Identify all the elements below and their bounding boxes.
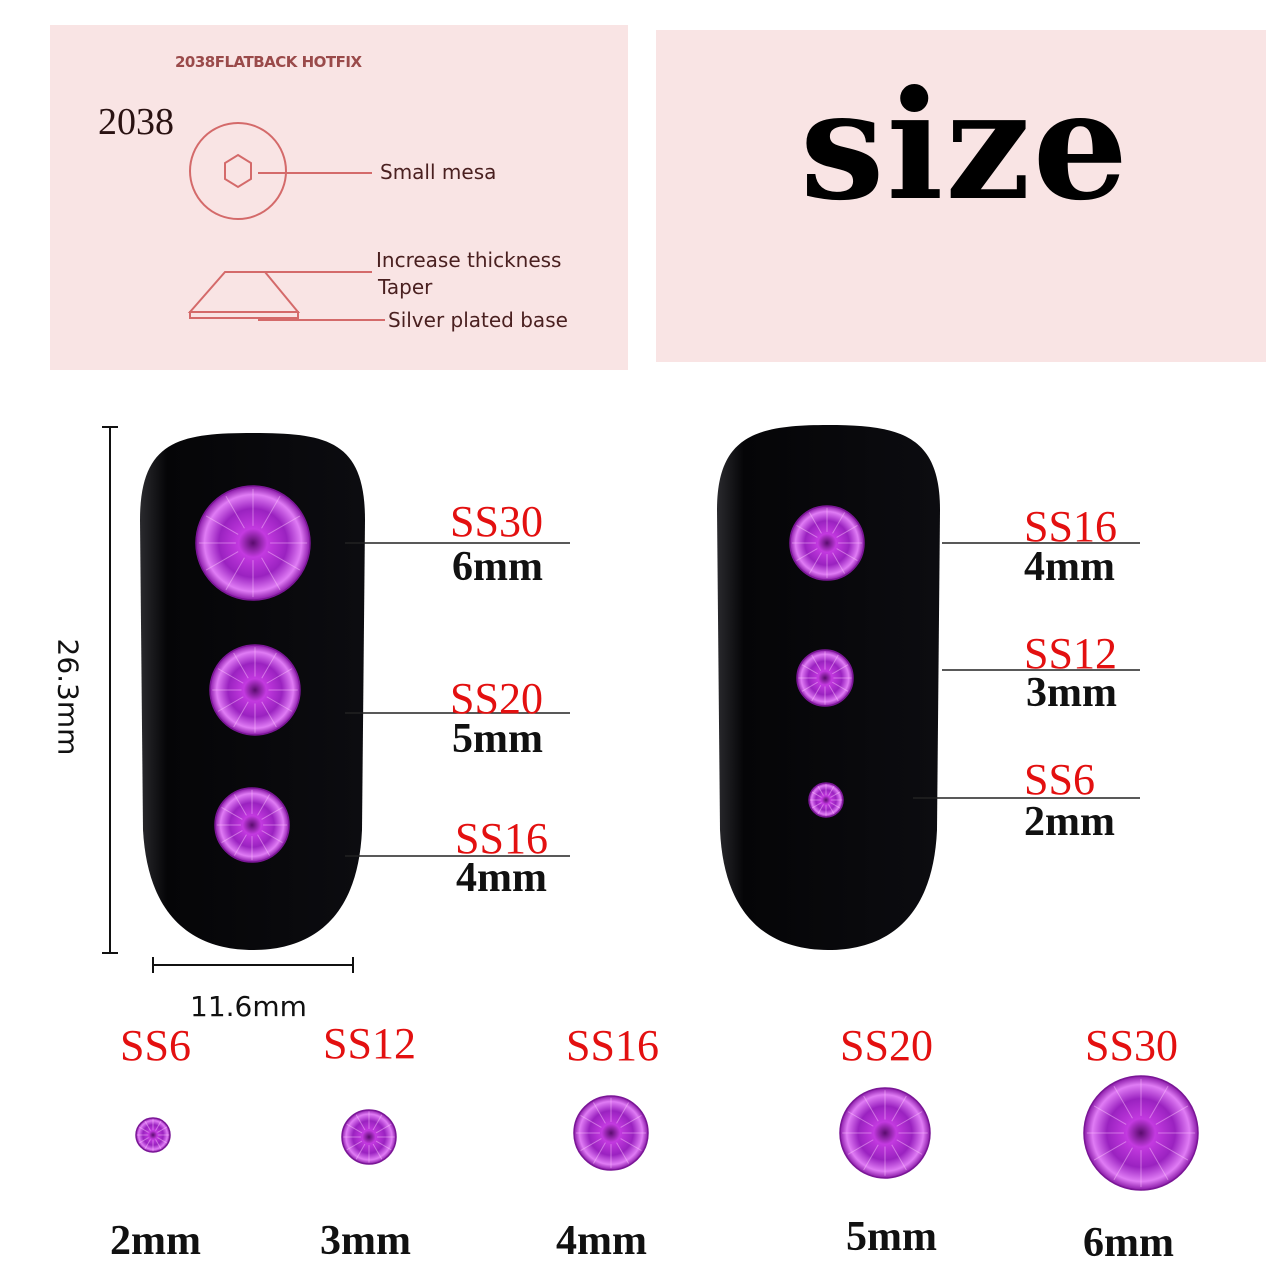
rhinestone bbox=[808, 782, 844, 818]
left-label-4mm: 4mm bbox=[456, 855, 547, 901]
rhinestone bbox=[341, 1109, 397, 1165]
height-dimension-line bbox=[102, 426, 118, 954]
rhinestone bbox=[214, 787, 290, 863]
right-label-ss16: SS16 bbox=[1024, 502, 1117, 551]
side-view-gem-drawing bbox=[187, 271, 385, 321]
row-label-5mm: 5mm bbox=[846, 1214, 937, 1260]
diagram-panel bbox=[50, 25, 628, 370]
callout-silver-base: Silver plated base bbox=[388, 308, 568, 332]
right-label-2mm: 2mm bbox=[1024, 799, 1115, 845]
right-label-ss12: SS12 bbox=[1024, 629, 1117, 678]
right-label-3mm: 3mm bbox=[1026, 670, 1117, 716]
right-label-ss6: SS6 bbox=[1024, 755, 1095, 804]
leader-lines bbox=[345, 542, 1140, 857]
rhinestone bbox=[209, 644, 301, 736]
width-dimension-line bbox=[152, 957, 354, 973]
row-label-ss16: SS16 bbox=[566, 1021, 659, 1070]
size-title: size bbox=[800, 58, 1131, 234]
rhinestone bbox=[1083, 1075, 1199, 1191]
right-label-4mm: 4mm bbox=[1024, 544, 1115, 590]
height-label: 26.3mm bbox=[51, 638, 85, 756]
model-number: 2038 bbox=[98, 101, 174, 143]
left-label-ss30: SS30 bbox=[450, 497, 543, 546]
callout-increase-thickness: Increase thickness bbox=[376, 248, 562, 272]
diagram-header: 2038FLATBACK HOTFIX bbox=[175, 53, 362, 71]
row-label-ss20: SS20 bbox=[840, 1021, 933, 1070]
top-view-gem-drawing bbox=[189, 122, 372, 220]
width-label: 11.6mm bbox=[190, 990, 307, 1023]
rhinestone bbox=[796, 649, 854, 707]
rhinestone bbox=[195, 485, 311, 601]
rhinestone bbox=[135, 1117, 171, 1153]
rhinestone bbox=[839, 1087, 931, 1179]
row-label-ss12: SS12 bbox=[323, 1019, 416, 1068]
callout-small-mesa: Small mesa bbox=[380, 160, 497, 184]
left-label-5mm: 5mm bbox=[452, 716, 543, 762]
left-label-ss20: SS20 bbox=[450, 674, 543, 723]
left-label-6mm: 6mm bbox=[452, 544, 543, 590]
rhinestone bbox=[573, 1095, 649, 1171]
row-label-2mm: 2mm bbox=[110, 1218, 201, 1264]
row-label-4mm: 4mm bbox=[556, 1218, 647, 1264]
row-label-ss6: SS6 bbox=[120, 1021, 191, 1070]
row-label-6mm: 6mm bbox=[1083, 1220, 1174, 1266]
callout-taper: Taper bbox=[378, 275, 433, 299]
row-label-ss30: SS30 bbox=[1085, 1021, 1178, 1070]
rhinestone bbox=[789, 505, 865, 581]
left-label-ss16: SS16 bbox=[455, 814, 548, 863]
title-panel bbox=[656, 30, 1266, 362]
row-label-3mm: 3mm bbox=[320, 1218, 411, 1264]
